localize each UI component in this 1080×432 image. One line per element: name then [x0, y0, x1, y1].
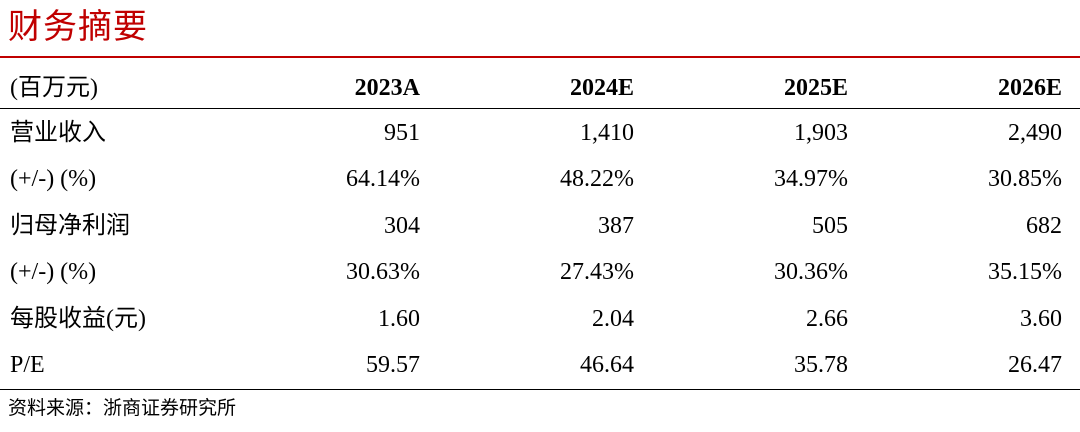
cell-value: 26.47 — [1008, 352, 1062, 378]
bottom-rule — [0, 389, 1080, 390]
cell-value: 46.64 — [580, 352, 634, 378]
source-note: 资料来源：浙商证券研究所 — [8, 398, 237, 419]
cell-value: 951 — [384, 120, 420, 146]
cell-value: 59.57 — [366, 352, 420, 378]
title-rule — [0, 56, 1080, 58]
cell-value: 30.36% — [774, 259, 848, 286]
cell-value: 1,410 — [580, 120, 634, 146]
cell-value: 27.43% — [560, 259, 634, 286]
unit-header: (百万元) — [10, 75, 98, 101]
row-label: 每股收益(元) — [10, 305, 146, 332]
column-header: 2026E — [997, 75, 1062, 101]
row-label: 营业收入 — [10, 120, 106, 146]
column-header: 2023A — [354, 75, 420, 101]
cell-value: 2.66 — [806, 305, 848, 332]
column-header: 2025E — [783, 75, 848, 101]
row-label: P/E — [10, 352, 45, 378]
cell-value: 3.60 — [1020, 305, 1062, 332]
title: 财务摘要 — [8, 9, 148, 46]
cell-value: 2.04 — [592, 305, 634, 332]
cell-value: 30.85% — [988, 166, 1062, 193]
cell-value: 505 — [812, 212, 848, 239]
cell-value: 1.60 — [378, 305, 420, 332]
cell-value: 387 — [598, 212, 634, 239]
column-header: 2024E — [569, 75, 634, 101]
cell-value: 48.22% — [560, 166, 634, 193]
row-label: 归母净利润 — [10, 212, 130, 239]
row-label: (+/-) (%) — [10, 259, 97, 286]
cell-value: 2,490 — [1008, 120, 1062, 146]
header-rule — [0, 108, 1080, 109]
row-label: (+/-) (%) — [10, 166, 97, 193]
cell-value: 1,903 — [794, 120, 848, 146]
cell-value: 35.15% — [988, 259, 1062, 286]
cell-value: 30.63% — [346, 259, 420, 286]
cell-value: 34.97% — [774, 166, 848, 193]
cell-value: 304 — [384, 212, 420, 239]
cell-value: 64.14% — [346, 166, 420, 193]
cell-value: 682 — [1026, 212, 1062, 239]
cell-value: 35.78 — [794, 352, 848, 378]
